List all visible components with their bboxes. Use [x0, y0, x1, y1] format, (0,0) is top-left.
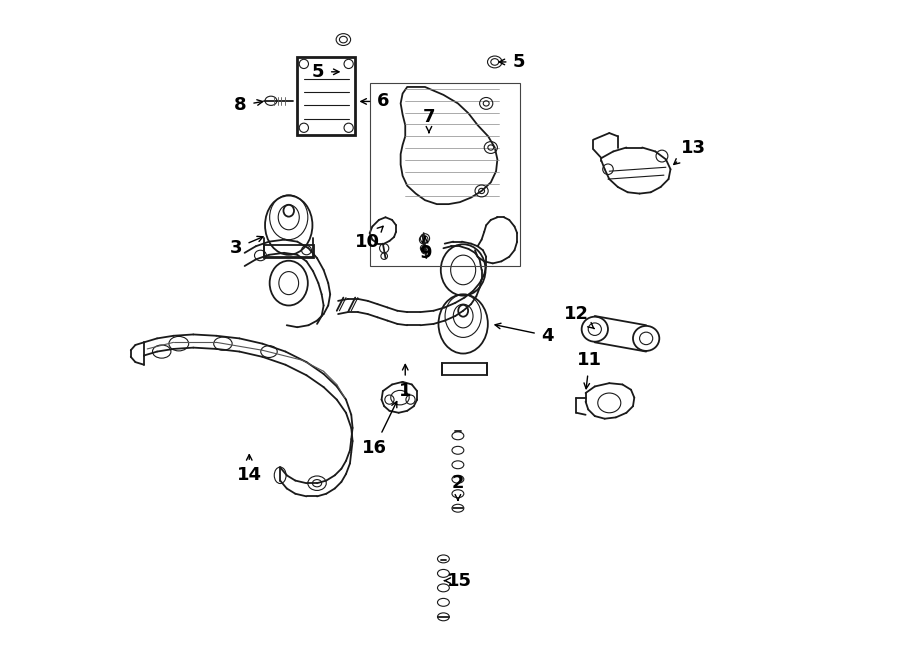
Text: 7: 7 — [423, 108, 436, 133]
Text: 9: 9 — [418, 237, 431, 262]
Text: 3: 3 — [230, 237, 263, 257]
Text: 6: 6 — [361, 93, 389, 110]
Bar — [265, 245, 314, 258]
Text: 11: 11 — [577, 351, 602, 389]
Text: 13: 13 — [674, 139, 706, 165]
Bar — [370, 83, 520, 266]
Text: 2: 2 — [452, 474, 464, 500]
Text: 16: 16 — [362, 401, 397, 457]
Text: 4: 4 — [495, 323, 554, 345]
Text: 12: 12 — [564, 305, 594, 329]
Text: 1: 1 — [399, 364, 411, 400]
Text: 8: 8 — [234, 97, 263, 114]
Text: 5: 5 — [312, 63, 339, 81]
Text: 14: 14 — [237, 455, 262, 485]
Text: 5: 5 — [500, 53, 526, 71]
Text: 15: 15 — [445, 572, 473, 590]
Text: 10: 10 — [356, 226, 383, 251]
Bar — [442, 364, 487, 375]
Polygon shape — [400, 87, 498, 204]
Bar — [297, 58, 356, 135]
